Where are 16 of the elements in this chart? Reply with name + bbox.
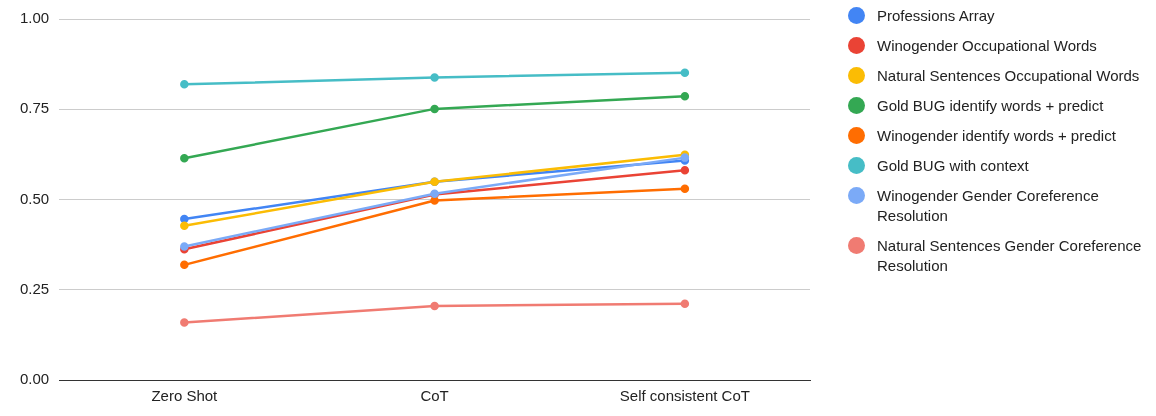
x-tick-label: Self consistent CoT <box>619 387 750 405</box>
legend-label: Winogender identify words + predict <box>877 126 1117 146</box>
legend-label: Gold BUG identify words + predict <box>877 96 1105 116</box>
x-tick-label: Zero Shot <box>151 387 219 405</box>
y-tick-label: 0.75 <box>19 99 50 117</box>
legend-label: Natural Sentences Gender Coreference Resolution <box>877 236 1143 276</box>
y-tick-label: 0.00 <box>19 370 50 388</box>
y-tick-label: 0.25 <box>19 279 50 297</box>
legend-label: Winogender Occupational Words <box>877 36 1098 56</box>
x-tick-label: CoT <box>420 387 449 405</box>
legend-label: Professions Array <box>877 6 996 26</box>
legend-label: Gold BUG with context <box>877 156 1030 176</box>
legend-label: Natural Sentences Occupational Words <box>877 66 1141 86</box>
legend-label: Winogender Gender Coreference Resolution <box>877 186 1100 226</box>
y-tick-label: 0.50 <box>19 189 50 207</box>
y-tick-label: 1.00 <box>19 9 50 27</box>
